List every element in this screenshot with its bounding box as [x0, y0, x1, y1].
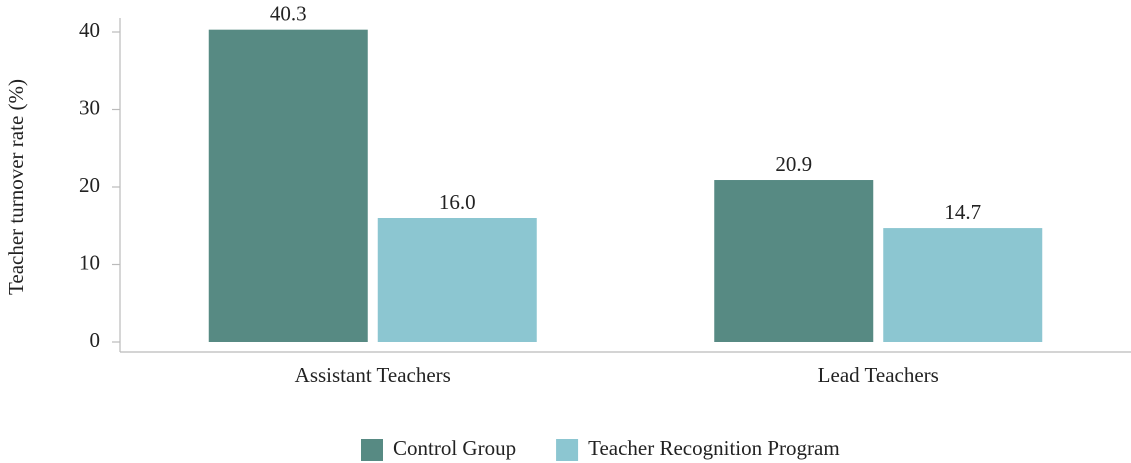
value-label: 40.3 [270, 1, 307, 25]
value-label: 14.7 [944, 200, 981, 224]
y-tick-label: 10 [79, 250, 100, 274]
x-tick-label: Lead Teachers [818, 363, 939, 387]
y-axis-label: Teacher turnover rate (%) [4, 79, 28, 295]
y-tick-label: 40 [79, 18, 100, 42]
bar [377, 218, 537, 342]
value-label: 16.0 [439, 190, 476, 214]
legend-swatch [361, 439, 383, 461]
legend-label: Control Group [393, 436, 516, 460]
y-tick-label: 20 [79, 173, 100, 197]
bar [208, 29, 368, 343]
y-tick-label: 0 [90, 328, 101, 352]
legend-label: Teacher Recognition Program [588, 436, 840, 460]
legend-swatch [556, 439, 579, 461]
x-tick-label: Assistant Teachers [295, 363, 451, 387]
y-tick-label: 30 [79, 95, 100, 119]
value-label: 20.9 [775, 152, 812, 176]
bar [883, 228, 1043, 342]
bar [714, 180, 874, 342]
